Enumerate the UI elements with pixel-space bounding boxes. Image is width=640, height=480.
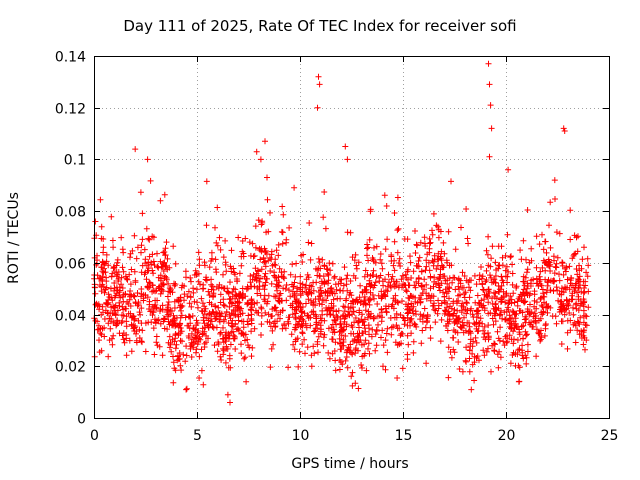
x-tick-label: 20 <box>498 428 516 444</box>
plot-border <box>94 56 610 419</box>
data-points <box>91 60 592 406</box>
y-tick-label: 0.1 <box>64 153 86 169</box>
x-tick-label: 15 <box>395 428 413 444</box>
grid <box>94 56 610 419</box>
x-tick-label: 0 <box>90 428 99 444</box>
y-tick-label: 0.08 <box>55 205 86 221</box>
y-tick-label: 0 <box>77 412 86 428</box>
x-tick-label: 10 <box>292 428 310 444</box>
axis-ticks <box>94 56 610 419</box>
y-axis-label: ROTI / TECUs <box>6 192 22 284</box>
chart-title: Day 111 of 2025, Rate Of TEC Index for r… <box>123 17 517 35</box>
y-tick-label: 0.14 <box>55 50 86 66</box>
x-tick-label: 5 <box>193 428 202 444</box>
y-tick-label: 0.02 <box>55 360 86 376</box>
y-tick-label: 0.12 <box>55 102 86 118</box>
y-tick-label: 0.06 <box>55 257 86 273</box>
x-axis-label: GPS time / hours <box>291 456 409 472</box>
x-tick-label: 25 <box>601 428 619 444</box>
y-tick-label: 0.04 <box>55 309 86 325</box>
